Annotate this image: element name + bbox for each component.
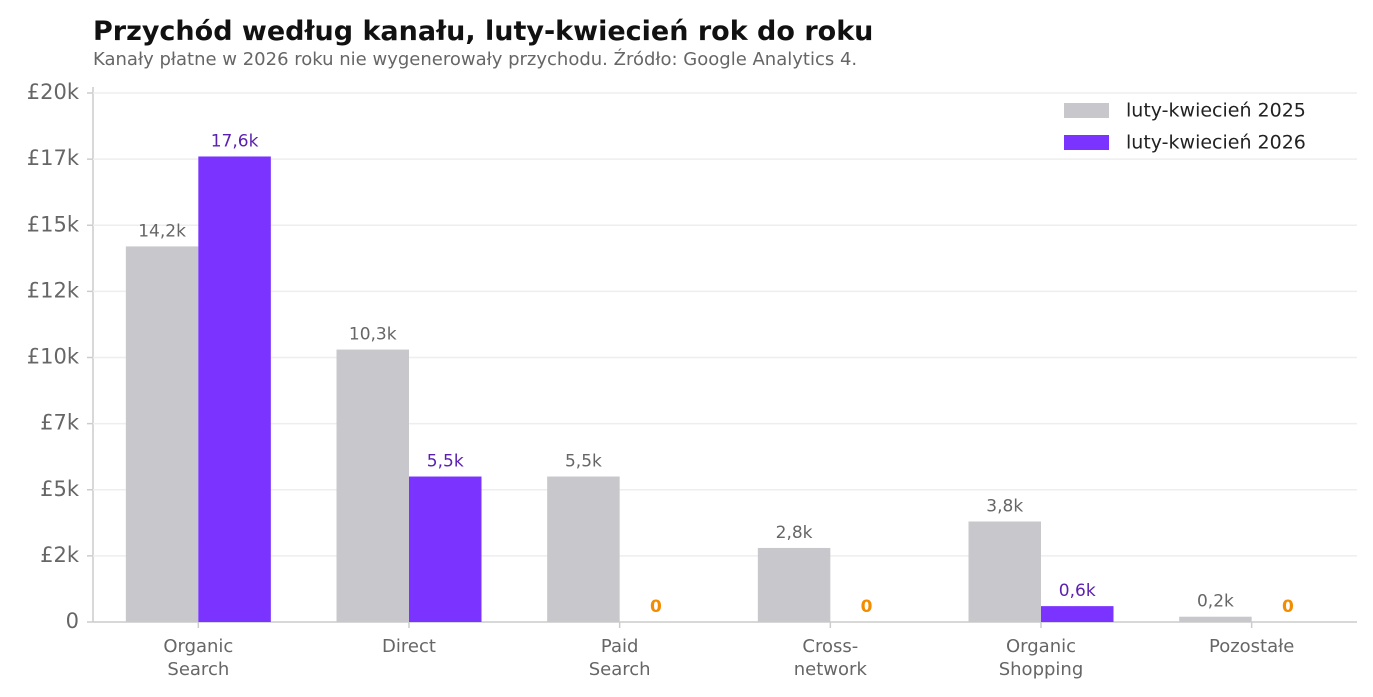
y-tick-label: £17k [27,146,80,170]
chart-subtitle: Kanały płatne w 2026 roku nie wygenerowa… [93,48,857,70]
legend-swatch [1064,103,1109,118]
legend-label: luty-kwiecień 2025 [1126,100,1306,122]
value-label: 10,3k [349,325,397,345]
bar [547,476,620,622]
y-tick-label: £15k [27,212,80,236]
bar [968,521,1041,622]
value-label: 0,2k [1197,592,1234,612]
value-label: 14,2k [138,221,186,241]
value-label: 0,6k [1059,581,1096,601]
y-tick-label: £5k [40,477,80,501]
y-tick-label: £2k [40,543,80,567]
bar [125,246,199,622]
value-label: 5,5k [565,452,602,472]
value-label: 2,8k [776,523,813,543]
x-tick-label: Direct [382,636,436,657]
y-tick-label: £12k [27,278,80,302]
bar [1041,606,1114,622]
value-label: 5,5k [427,452,464,472]
bar [336,349,409,622]
x-tick-label: Pozostałe [1209,636,1294,657]
bar [409,476,482,622]
bar [757,547,831,622]
value-label: 3,8k [986,496,1023,516]
x-tick-label: Cross-network [794,636,868,680]
value-label: 0 [861,597,873,617]
y-tick-label: £20k [27,80,80,104]
value-label: 0 [1282,597,1294,617]
x-tick-label: Paid Search [589,636,651,680]
y-tick-label: 0 [66,609,79,633]
bar [198,156,271,623]
value-label: 0 [650,597,662,617]
value-label: 17,6k [211,131,259,151]
chart-title: Przychód według kanału, luty-kwiecień ro… [93,16,873,47]
y-tick-label: £10k [27,345,80,369]
bar [1179,616,1252,622]
legend-label: luty-kwiecień 2026 [1126,132,1306,154]
legend-swatch [1064,135,1109,150]
x-tick-label: Organic Shopping [999,636,1084,680]
y-tick-label: £7k [40,411,80,435]
x-tick-label: Organic Search [163,636,233,680]
